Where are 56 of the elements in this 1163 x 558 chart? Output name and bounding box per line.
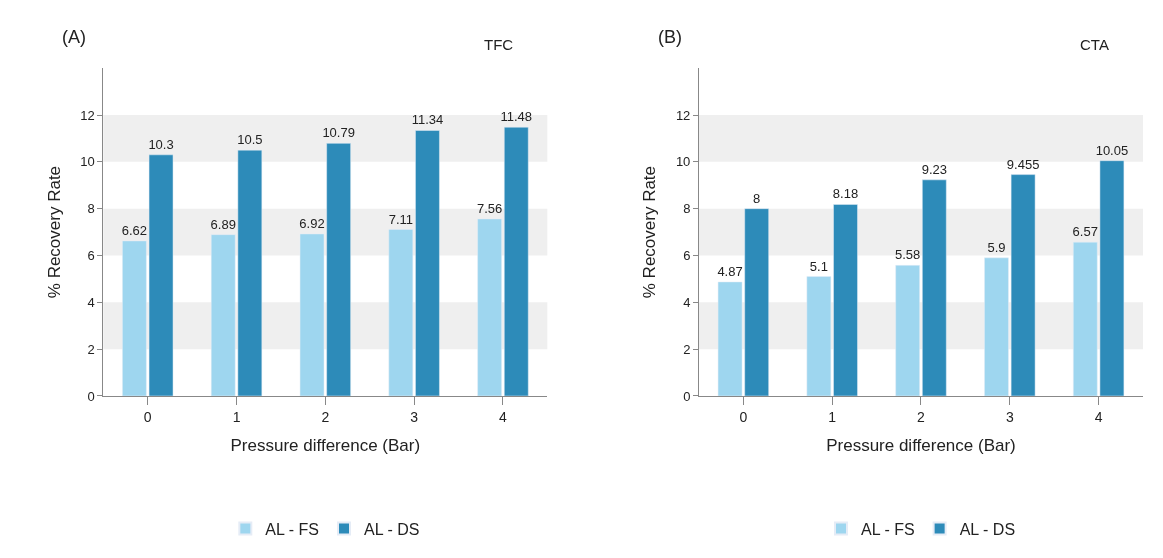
y-tick-label: 6 (683, 248, 691, 264)
data-label: 8 (753, 190, 761, 206)
chart-subtitle: TFC (484, 36, 514, 53)
y-tick-label: 10 (80, 154, 95, 170)
data-label: 5.1 (809, 258, 828, 274)
y-tick-label: 12 (675, 107, 691, 123)
y-tick-label: 12 (80, 107, 95, 123)
x-axis-title: Pressure difference (Bar) (826, 436, 1016, 456)
y-tick-label: 8 (683, 201, 691, 217)
data-label: 10.5 (237, 132, 263, 148)
data-label: 9.23 (921, 161, 947, 177)
x-tick-label: 3 (410, 408, 419, 425)
data-label: 9.455 (1006, 156, 1040, 172)
chart-title: (A) (62, 27, 86, 47)
data-label: 10.3 (148, 136, 174, 152)
y-tick-label: 0 (87, 388, 95, 404)
x-tick-label: 2 (917, 408, 926, 425)
y-axis-title: % Recovery Rate (44, 165, 64, 299)
y-tick-label: 4 (683, 294, 691, 310)
x-tick-label: 1 (232, 408, 241, 425)
data-label: 6.92 (299, 215, 325, 231)
x-tick-label: 0 (739, 408, 748, 425)
y-tick-label: 2 (683, 341, 691, 357)
chart-title: (B) (658, 27, 682, 47)
data-label: 11.48 (500, 109, 533, 125)
data-label: 10.05 (1095, 142, 1129, 158)
data-label: 6.89 (210, 216, 236, 232)
data-label: 6.62 (121, 222, 148, 238)
x-axis-title: Pressure difference (Bar) (230, 436, 421, 456)
x-tick-label: 4 (1094, 408, 1103, 425)
legend-label: AL - FS (265, 520, 319, 538)
y-axis-title: % Recovery Rate (640, 165, 660, 299)
y-tick-label: 2 (87, 341, 95, 357)
legend-label: AL - FS (860, 520, 915, 538)
y-tick-label: 6 (87, 248, 95, 264)
y-tick-label: 8 (87, 201, 95, 217)
y-tick-label: 10 (675, 154, 691, 170)
data-label: 7.56 (476, 200, 503, 216)
x-tick-label: 2 (321, 408, 330, 425)
chart-subtitle: CTA (1080, 36, 1109, 53)
legend-label: AL - DS (959, 520, 1016, 538)
data-label: 11.34 (411, 112, 444, 128)
legend-label: AL - DS (363, 520, 420, 538)
x-tick-label: 0 (143, 408, 152, 425)
data-label: 5.58 (895, 247, 921, 263)
data-label: 10.79 (322, 125, 355, 141)
data-label: 6.57 (1072, 224, 1098, 240)
x-tick-label: 1 (828, 408, 837, 425)
y-tick-label: 4 (87, 294, 95, 310)
y-tick-label: 0 (683, 388, 691, 404)
data-label: 7.11 (388, 211, 413, 227)
x-tick-label: 3 (1005, 408, 1014, 425)
data-label: 8.18 (832, 186, 859, 202)
data-label: 5.9 (987, 239, 1006, 255)
x-tick-label: 4 (499, 408, 508, 425)
data-label: 4.87 (717, 263, 743, 279)
